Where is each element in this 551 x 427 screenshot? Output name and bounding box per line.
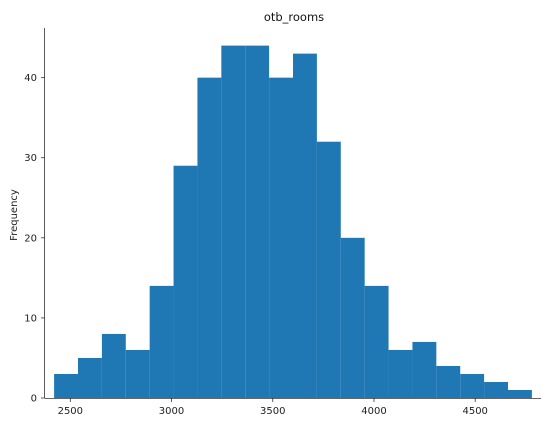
histogram-bar [221, 45, 246, 398]
histogram-bar [316, 141, 341, 398]
histogram-bar [364, 285, 389, 398]
histogram-bar [245, 45, 270, 398]
histogram-bar [484, 381, 509, 398]
histogram-bar [508, 389, 532, 398]
y-tick-label: 40 [24, 73, 37, 84]
y-tick-label: 10 [24, 313, 37, 324]
histogram-bar [412, 341, 437, 398]
histogram-bar [197, 77, 222, 398]
histogram-bar [269, 77, 293, 398]
x-tick-label: 4000 [361, 406, 386, 417]
y-tick-label: 0 [31, 394, 37, 405]
histogram-bar [54, 373, 78, 398]
histogram-bar [293, 53, 317, 398]
x-tick-label: 3500 [260, 406, 285, 417]
histogram-bar [77, 357, 102, 398]
x-axis: 2500 3000 3500 4000 4500 [45, 398, 541, 417]
histogram-bar [101, 333, 126, 398]
histogram-bar [460, 373, 485, 398]
y-tick-label: 20 [24, 233, 37, 244]
x-tick-label: 2500 [58, 406, 83, 417]
chart-title: otb_rooms [264, 10, 324, 24]
histogram-bar [436, 365, 461, 398]
histogram-bar [173, 165, 198, 398]
y-tick-label: 30 [24, 153, 37, 164]
histogram-bar [149, 285, 174, 398]
x-tick-label: 3000 [159, 406, 184, 417]
histogram-bar [340, 237, 365, 398]
histogram-bar [388, 349, 413, 398]
x-tick-label: 4500 [462, 406, 487, 417]
y-axis: 0 10 20 30 40 [24, 28, 45, 405]
histogram-bar [125, 349, 150, 398]
y-axis-label: Frequency [9, 189, 20, 241]
bars-group [54, 45, 532, 398]
